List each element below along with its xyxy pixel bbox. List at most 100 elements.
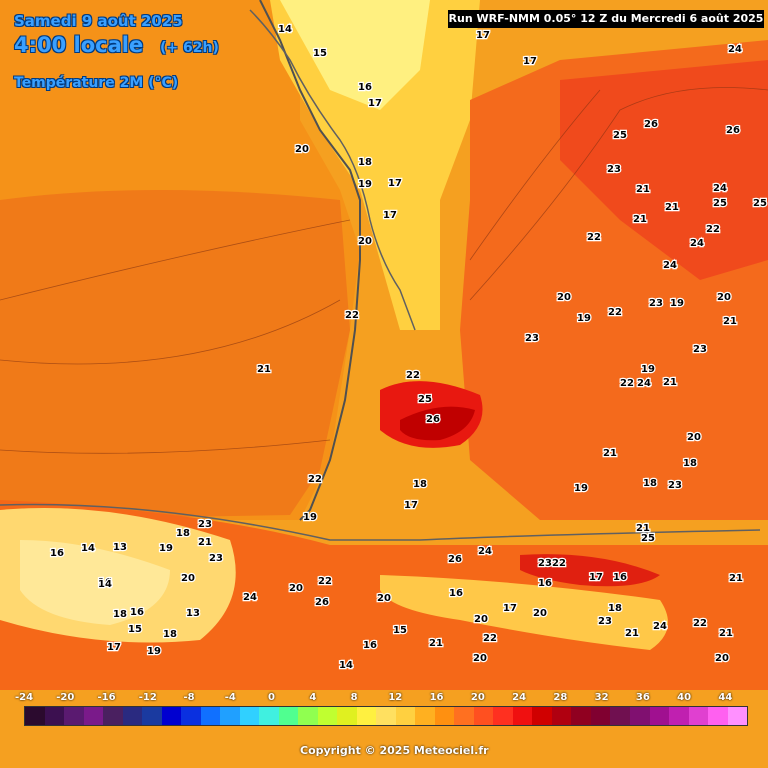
temperature-label: 20 [289, 583, 303, 594]
temperature-label: 21 [198, 537, 212, 548]
hot-spot-core [400, 406, 475, 441]
temperature-label: 22 [308, 474, 322, 485]
legend-tick-label: 32 [594, 692, 609, 703]
copyright: Copyright © 2025 Meteociel.fr [300, 744, 489, 757]
temperature-label: 16 [98, 577, 112, 588]
temperature-label: 25 [613, 130, 627, 141]
temperature-label: 22 [693, 618, 707, 629]
legend-tick-label: 8 [350, 692, 358, 703]
temperature-label: 14 [339, 660, 353, 671]
temperature-label: 15 [393, 625, 407, 636]
legend-swatch [356, 707, 377, 725]
legend-tick-label: 0 [268, 692, 276, 703]
temperature-label: 20 [474, 614, 488, 625]
temperature-label: 25 [418, 394, 432, 405]
temperature-label: 19 [670, 298, 684, 309]
temperature-label: 21 [429, 638, 443, 649]
legend-swatch [44, 707, 65, 725]
legend-swatch [337, 707, 357, 725]
temperature-label: 21 [663, 377, 677, 388]
temperature-label: 16 [538, 578, 552, 589]
legend-tick-label: -24 [14, 692, 34, 703]
temperature-label: 19 [574, 483, 588, 494]
temperature-label: 20 [687, 432, 701, 443]
temperature-label: 24 [478, 546, 492, 557]
legend-swatch [181, 707, 201, 725]
variable-title: Température 2M (°C) [14, 75, 179, 91]
atlantic-deep [0, 190, 350, 520]
temperature-label: 24 [690, 238, 704, 249]
legend-tick-label: 4 [309, 692, 317, 703]
temperature-label: 23 [598, 616, 612, 627]
temperature-label: 18 [413, 479, 427, 490]
legend-swatch [434, 707, 455, 725]
temperature-label: 22 [552, 558, 566, 569]
legend-swatch [259, 707, 279, 725]
temperature-label: 21 [603, 448, 617, 459]
temperature-label: 15 [313, 48, 327, 59]
temperature-label: 18 [358, 157, 372, 168]
legend-swatch [590, 707, 611, 725]
legend-tick-label: 16 [429, 692, 444, 703]
legend-swatch [122, 707, 143, 725]
temperature-label: 26 [726, 125, 740, 136]
temperature-label: 23 [649, 298, 663, 309]
legend-swatch [512, 707, 533, 725]
temperature-label: 20 [717, 292, 731, 303]
temperature-label: 26 [426, 414, 440, 425]
temperature-label: 21 [625, 628, 639, 639]
legend-swatch [415, 707, 435, 725]
legend-color-bar [24, 706, 748, 726]
temperature-label: 13 [113, 542, 127, 553]
legend-swatch [278, 707, 299, 725]
temperature-label: 20 [557, 292, 571, 303]
temperature-label: 23 [607, 164, 621, 175]
temperature-label: 20 [377, 593, 391, 604]
legend-swatch [708, 707, 728, 725]
legend-tick-label: -20 [56, 692, 75, 703]
temperature-label: 19 [303, 512, 317, 523]
north-coast [249, 9, 416, 331]
temperature-label: 19 [641, 364, 655, 375]
temperature-label: 17 [503, 603, 517, 614]
legend-tick-labels: -24 -20 -16 -12 -8 -4 0 4 8 12 16 20 24 28 32 36 40 44 [14, 692, 754, 706]
legend-tick-label: 44 [718, 692, 733, 703]
temperature-label: 13 [186, 608, 200, 619]
pyrenees-yellow [380, 575, 668, 650]
legend-tick-label: 40 [677, 692, 692, 703]
temperature-label: 16 [363, 640, 377, 651]
legend-tick-label: 20 [470, 692, 485, 703]
temperature-label: 19 [159, 543, 173, 554]
legend-swatch [669, 707, 689, 725]
temperature-label: 24 [663, 260, 677, 271]
legend-swatch [103, 707, 123, 725]
temperature-label: 24 [653, 621, 667, 632]
legend-swatch [142, 707, 162, 725]
legend-tick-label: 36 [635, 692, 650, 703]
temperature-label: 16 [50, 548, 64, 559]
temperature-label: 25 [641, 533, 655, 544]
temperature-label: 16 [130, 607, 144, 618]
temperature-label: 17 [476, 30, 490, 41]
temperature-label: 16 [613, 572, 627, 583]
temperature-label: 23 [693, 344, 707, 355]
temperature-label: 20 [533, 608, 547, 619]
temperature-label: 21 [257, 364, 271, 375]
legend-swatch [200, 707, 221, 725]
legend-tick-label: -4 [224, 692, 236, 703]
legend-swatch [649, 707, 670, 725]
temperature-label: 21 [636, 523, 650, 534]
spain-coast [0, 503, 761, 541]
temperature-label: 24 [243, 592, 257, 603]
temperature-label: 23 [209, 553, 223, 564]
run-info: Run WRF-NMM 0.05° 12 Z du Mercredi 6 aoû… [448, 10, 764, 28]
coastline [259, 0, 361, 521]
temperature-label: 16 [449, 588, 463, 599]
legend-tick-label: -12 [138, 692, 157, 703]
temperature-label: 17 [589, 572, 603, 583]
temperature-label: 21 [636, 184, 650, 195]
temperature-label: 24 [728, 44, 742, 55]
legend-swatch [376, 707, 396, 725]
legend-swatch [298, 707, 318, 725]
temperature-label: 20 [715, 653, 729, 664]
